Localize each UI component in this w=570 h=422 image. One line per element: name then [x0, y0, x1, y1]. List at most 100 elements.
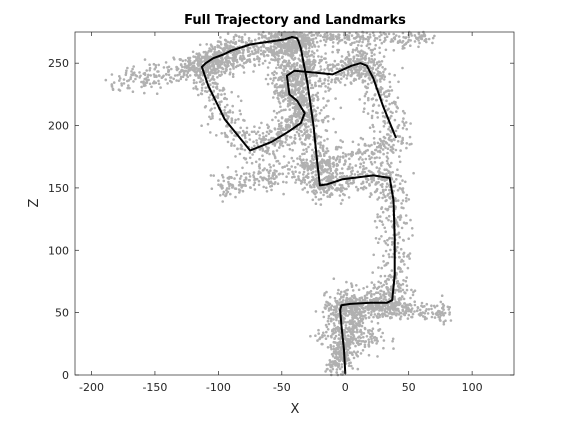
landmark-point [292, 124, 295, 127]
landmark-point [295, 178, 298, 182]
landmark-point [224, 56, 227, 60]
landmark-point [350, 172, 354, 176]
landmark-point [325, 330, 328, 334]
landmark-point [192, 79, 196, 82]
landmark-point [309, 86, 313, 90]
landmark-point [390, 89, 394, 92]
landmark-point [384, 104, 387, 108]
landmark-point [380, 139, 383, 143]
landmark-point [209, 131, 212, 134]
landmark-point [312, 158, 315, 162]
landmark-point [319, 336, 322, 339]
landmark-point [219, 46, 222, 50]
landmark-point [304, 122, 308, 125]
landmark-point [351, 151, 354, 154]
landmark-point [296, 162, 300, 166]
landmark-point [395, 288, 398, 292]
landmark-point [243, 119, 246, 122]
landmark-point [409, 218, 412, 222]
landmark-point [409, 296, 412, 300]
landmark-point [338, 175, 342, 179]
landmark-point [352, 181, 356, 184]
landmark-point [400, 202, 403, 205]
landmark-point [358, 339, 361, 343]
landmark-point [246, 58, 249, 62]
landmark-point [335, 316, 338, 320]
landmark-point [250, 39, 253, 43]
landmark-point [298, 65, 302, 69]
landmark-point [288, 143, 291, 147]
landmark-point [382, 144, 386, 148]
landmark-point [175, 66, 179, 69]
landmark-point [378, 315, 381, 319]
landmark-point [286, 125, 289, 129]
landmark-point [311, 86, 315, 90]
landmark-point [157, 79, 160, 83]
landmark-point [384, 279, 388, 283]
landmark-point [342, 312, 345, 315]
landmark-point [367, 57, 371, 60]
landmark-point [418, 314, 422, 317]
landmark-point [197, 76, 200, 79]
landmark-point [376, 299, 380, 303]
landmark-point [248, 59, 252, 62]
landmark-point [277, 139, 280, 143]
landmark-point [268, 152, 271, 156]
landmark-point [389, 248, 392, 252]
landmark-point [346, 50, 350, 54]
landmark-point [396, 241, 400, 245]
landmark-point [269, 180, 273, 183]
landmark-point [356, 170, 360, 174]
landmark-point [343, 290, 346, 293]
landmark-point [365, 44, 369, 48]
landmark-point [282, 95, 285, 98]
landmark-point [330, 78, 334, 82]
landmark-point [235, 50, 238, 53]
landmark-point [317, 328, 320, 332]
landmark-point [340, 64, 344, 67]
landmark-point [241, 184, 244, 188]
landmark-point [322, 38, 326, 42]
landmark-point [399, 302, 402, 306]
landmark-point [401, 179, 404, 182]
landmark-point [341, 171, 344, 175]
landmark-point [369, 313, 373, 317]
landmark-point [256, 49, 260, 53]
landmark-point [223, 105, 227, 109]
landmark-point [396, 168, 399, 171]
landmark-point [395, 272, 398, 276]
landmark-point [348, 300, 352, 304]
landmark-point [308, 58, 311, 61]
landmark-point [273, 128, 277, 131]
landmark-point [389, 197, 392, 200]
landmark-point [379, 281, 383, 285]
landmark-point [338, 39, 341, 43]
landmark-point [376, 111, 379, 115]
landmark-point [293, 134, 297, 137]
landmark-point [342, 163, 346, 166]
landmark-point [277, 54, 280, 58]
landmark-point [357, 40, 361, 44]
landmark-point [285, 118, 288, 121]
landmark-point [314, 36, 318, 40]
landmark-point [325, 163, 328, 167]
landmark-point [336, 313, 340, 316]
landmark-point [314, 118, 318, 121]
landmark-point [362, 110, 365, 113]
landmark-point [257, 47, 260, 51]
landmark-point [287, 61, 290, 65]
landmark-point [388, 291, 391, 295]
landmark-point [307, 54, 311, 58]
landmark-point [320, 172, 323, 176]
landmark-point [311, 62, 314, 66]
landmark-point [423, 317, 427, 321]
landmark-point [379, 86, 383, 89]
landmark-point [211, 112, 214, 115]
landmark-point [296, 83, 300, 87]
landmark-point [373, 308, 377, 311]
landmark-point [212, 66, 215, 70]
landmark-point [372, 253, 376, 257]
landmark-point [225, 192, 228, 195]
landmark-point [350, 364, 353, 368]
landmark-point [231, 186, 234, 189]
